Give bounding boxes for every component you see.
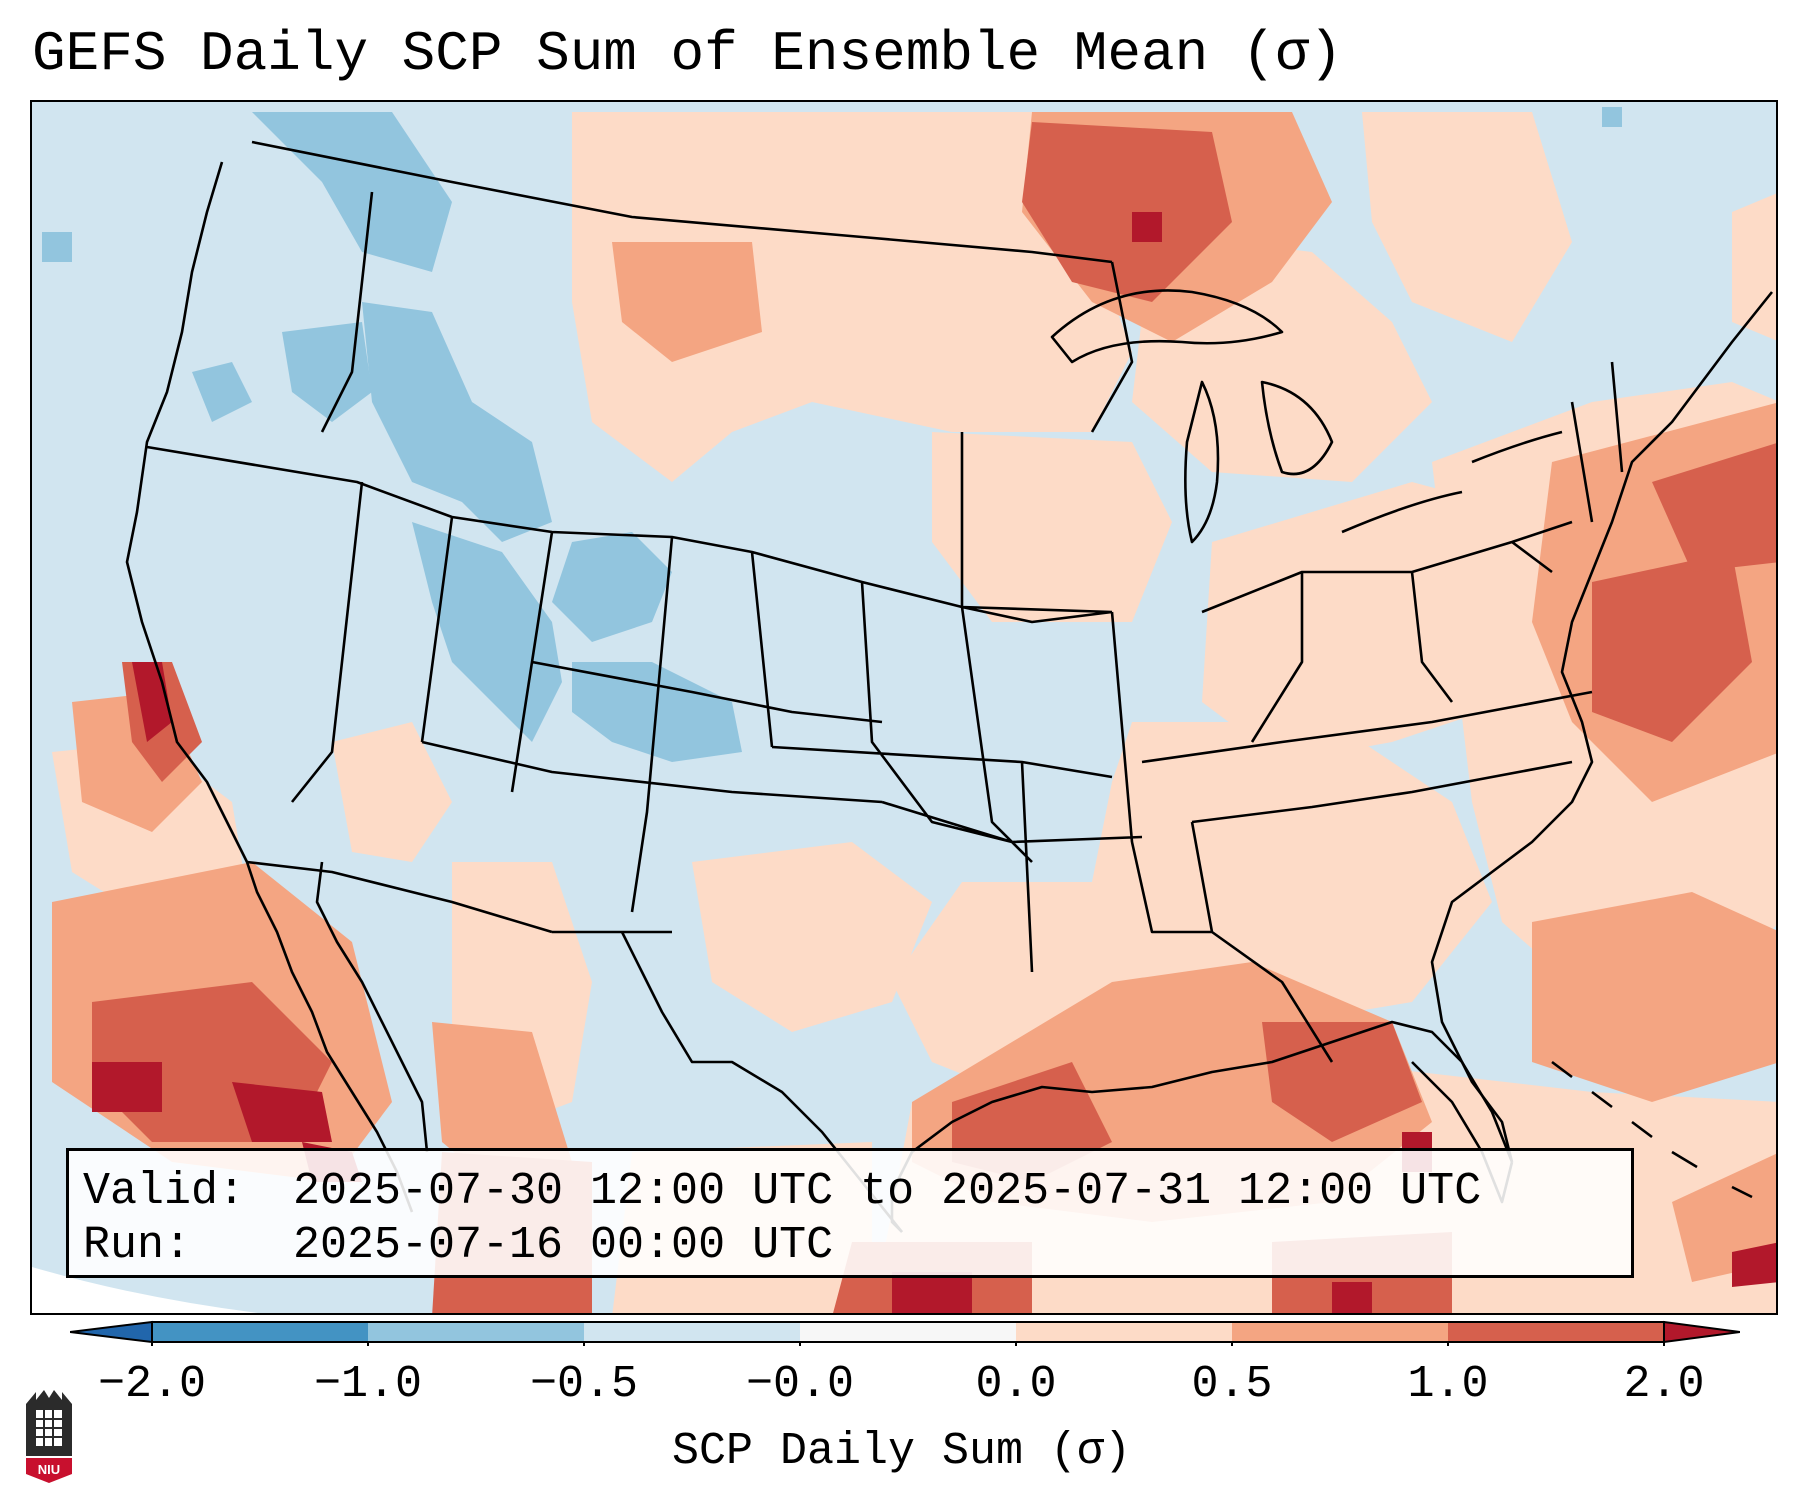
colorbar-extend-high: [1663, 1320, 1740, 1344]
logo-text: NIU: [38, 1462, 60, 1477]
lake-michigan: [1184, 380, 1220, 544]
colorbar-tick-6: 0.5: [1191, 1359, 1273, 1410]
colorbar-seg-2: [368, 1322, 584, 1342]
colorbar-seg-7: [1448, 1322, 1664, 1342]
colorbar-seg-4: [800, 1322, 1016, 1342]
run-line: Run: 2025-07-16 00:00 UTC: [83, 1219, 1617, 1273]
us-canada-border: [251, 140, 1113, 264]
colorbar-label: SCP Daily Sum (σ): [671, 1426, 1132, 1477]
info-box: Valid: 2025-07-30 12:00 UTC to 2025-07-3…: [66, 1148, 1634, 1278]
lake-erie-ontario: [1341, 430, 1563, 534]
east-coastline: [1430, 291, 1774, 1163]
colorbar: [70, 1320, 1740, 1346]
colorbar-tick-7: 1.0: [1407, 1359, 1489, 1410]
niu-logo: NIU: [26, 1390, 72, 1483]
valid-value: 2025-07-30 12:00 UTC to 2025-07-31 12:00…: [293, 1166, 1482, 1217]
colorbar-tick-1: −2.0: [97, 1359, 207, 1410]
colorbar-extend-low: [70, 1320, 153, 1344]
run-value: 2025-07-16 00:00 UTC: [293, 1220, 834, 1271]
west-coastline: [125, 161, 414, 1213]
colorbar-tick-8: 2.0: [1623, 1359, 1705, 1410]
baja-coastline: [315, 861, 429, 1153]
colorbar-tick-3: −0.5: [529, 1359, 639, 1410]
map-svg: [32, 107, 1776, 1313]
run-key: Run:: [83, 1220, 192, 1271]
colorbar-seg-5: [1016, 1322, 1232, 1342]
colorbar-tick-5: 0.0: [975, 1359, 1057, 1410]
field-above-2-0: [92, 212, 1776, 1313]
lake-huron: [1260, 380, 1334, 476]
state-lines: [146, 191, 1624, 1063]
colorbar-tick-2: −1.0: [313, 1359, 423, 1410]
valid-line: Valid: 2025-07-30 12:00 UTC to 2025-07-3…: [83, 1165, 1617, 1219]
colorbar-seg-1: [152, 1322, 368, 1342]
colorbar-seg-6: [1232, 1322, 1448, 1342]
colorbar-seg-3: [584, 1322, 800, 1342]
lake-superior: [1050, 289, 1284, 364]
projection-edge: [32, 1267, 258, 1313]
colorbar-tick-4: −0.0: [745, 1359, 855, 1410]
map-panel[interactable]: [30, 100, 1778, 1315]
scp-field: [42, 107, 1776, 1313]
valid-key: Valid:: [83, 1166, 246, 1217]
chart-title: GEFS Daily SCP Sum of Ensemble Mean (σ): [32, 22, 1343, 86]
bahamas: [1551, 1060, 1753, 1199]
